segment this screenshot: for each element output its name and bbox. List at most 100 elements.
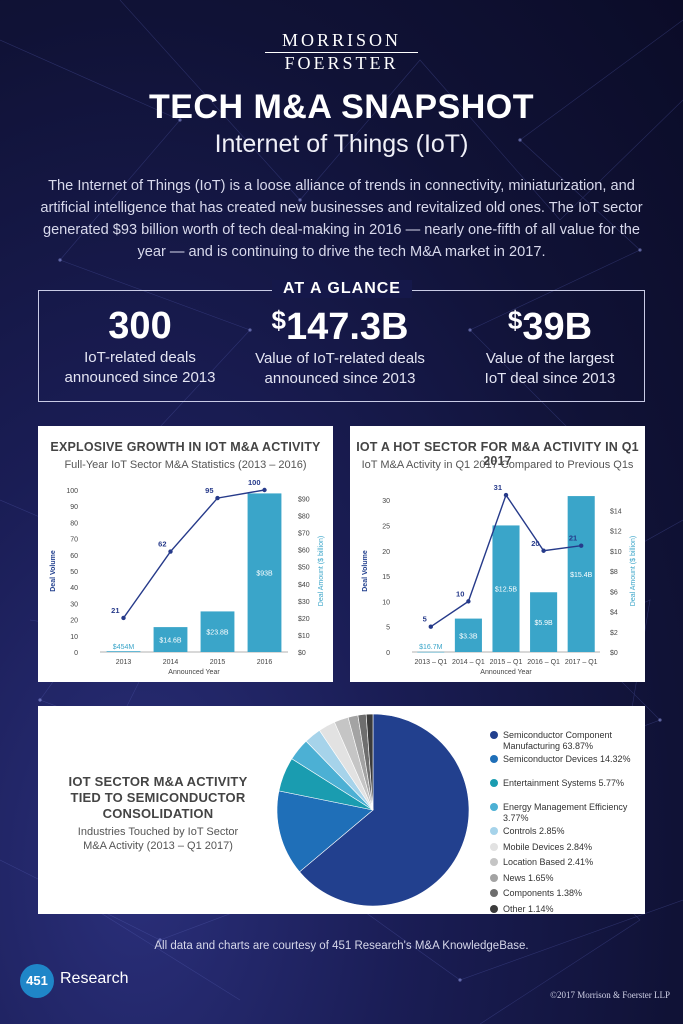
chart1-y-tick: 60 bbox=[70, 553, 78, 560]
page-title: TECH M&A SNAPSHOT bbox=[148, 88, 535, 126]
chart1-y2-tick: $70 bbox=[298, 531, 310, 538]
chart1-y2-tick: $20 bbox=[298, 616, 310, 623]
chart2-y2-tick: $6 bbox=[610, 589, 618, 596]
chart1-x-tick: 2014 bbox=[163, 659, 179, 666]
chart2-point-label: 20 bbox=[531, 539, 539, 548]
chart1-y-label: Deal Volume bbox=[50, 550, 57, 592]
chart2-x-tick: 2014 – Q1 bbox=[452, 659, 485, 666]
chart1-y-tick: 50 bbox=[70, 569, 78, 576]
chart2-title: IOT A HOT SECTOR FOR M&A ACTIVITY IN Q1 … bbox=[356, 440, 639, 468]
pie-slice bbox=[365, 713, 374, 811]
chart1-y-tick: 30 bbox=[70, 601, 78, 608]
pie-slice bbox=[276, 790, 374, 873]
stat-largest-label2: IoT deal since 2013 bbox=[484, 370, 616, 387]
chart1-y2-tick: $90 bbox=[298, 497, 310, 504]
chart2-bar-label: $3.3B bbox=[459, 633, 478, 640]
chart2-point bbox=[466, 599, 471, 604]
chart2-y-tick: 0 bbox=[386, 650, 390, 657]
legend-swatch bbox=[490, 803, 498, 811]
chart2-y2-tick: $12 bbox=[610, 529, 622, 536]
brand-divider bbox=[265, 52, 418, 53]
chart1-point-label: 62 bbox=[158, 540, 166, 549]
chart1-y2-tick: $10 bbox=[298, 633, 310, 640]
chart2-x-tick: 2013 – Q1 bbox=[414, 659, 447, 666]
chart1-x-label: Announced Year bbox=[168, 669, 220, 676]
legend-label: Energy Management Efficiency 3.77% bbox=[503, 802, 628, 823]
chart1-y2-label: Deal Amount ($ billion) bbox=[318, 536, 325, 606]
legend-label: Components 1.38% bbox=[503, 888, 583, 898]
stat-value-label1: Value of IoT-related deals bbox=[255, 350, 425, 367]
stat-deals: 300 IoT-related deals announced since 20… bbox=[45, 305, 235, 388]
copyright: ©2017 Morrison & Foerster LLP bbox=[550, 990, 670, 1000]
stat-largest-amount: 39B bbox=[522, 306, 593, 348]
legend-label: Controls 2.85% bbox=[503, 826, 565, 836]
stat-largest-label1: Value of the largest bbox=[485, 350, 615, 367]
chart1-point bbox=[168, 549, 173, 554]
legend-label: Other 1.14% bbox=[503, 903, 554, 914]
chart1-y-tick: 40 bbox=[70, 585, 78, 592]
stat-value-amount: 147.3B bbox=[285, 306, 409, 348]
research-logo-text: Research bbox=[60, 970, 129, 987]
chart1-y2-tick: $80 bbox=[298, 514, 310, 521]
chart2-point-label: 5 bbox=[423, 615, 427, 624]
chart3-title-line2: TIED TO SEMICONDUCTOR bbox=[70, 790, 246, 805]
legend-swatch bbox=[490, 858, 498, 866]
chart2-y2-tick: $2 bbox=[610, 630, 618, 637]
chart2-point-label: 21 bbox=[569, 534, 577, 543]
chart2-bar bbox=[454, 618, 482, 652]
chart1-y2-tick: $0 bbox=[298, 650, 306, 657]
chart1-bar bbox=[200, 611, 235, 652]
chart2-point bbox=[579, 543, 584, 548]
research-logo-mark: 451 bbox=[20, 964, 54, 998]
chart2-y2-tick: $8 bbox=[610, 569, 618, 576]
legend-label: Entertainment Systems 5.77% bbox=[503, 778, 625, 788]
brand-logo-line2: FOERSTER bbox=[284, 53, 399, 73]
legend-swatch bbox=[490, 904, 498, 913]
chart1-y-tick: 70 bbox=[70, 537, 78, 544]
chart1-bar-label: $23.8B bbox=[206, 630, 229, 637]
chart2-bar bbox=[530, 592, 558, 652]
chart1-bar-label: $14.6B bbox=[159, 638, 182, 645]
legend-swatch bbox=[490, 827, 498, 835]
chart3-sub-line1: Industries Touched by IoT Sector bbox=[77, 826, 239, 838]
chart1-x-tick: 2013 bbox=[116, 659, 132, 666]
chart2-y-tick: 5 bbox=[386, 625, 390, 632]
chart3-title-line1: IOT SECTOR M&A ACTIVITY bbox=[68, 774, 248, 789]
chart1-x-tick: 2015 bbox=[210, 659, 226, 666]
stat-value-currency: $ bbox=[271, 305, 286, 335]
chart2-y-tick: 10 bbox=[382, 599, 390, 606]
chart3-title-line3: CONSOLIDATION bbox=[102, 806, 214, 821]
chart2-point-label: 10 bbox=[456, 589, 464, 598]
chart1-y2-tick: $60 bbox=[298, 548, 310, 555]
chart2-point-label: 31 bbox=[494, 483, 502, 492]
chart2-y-label: Deal Volume bbox=[362, 550, 369, 592]
pie-legend: Semiconductor Component Manufacturing 63… bbox=[490, 730, 640, 914]
stat-deals-label2: announced since 2013 bbox=[64, 369, 216, 386]
chart1-y-tick: 80 bbox=[70, 520, 78, 527]
chart2-bar bbox=[492, 525, 520, 652]
chart1-bar bbox=[247, 493, 282, 652]
chart1-y-tick: 0 bbox=[74, 650, 78, 657]
chart1-bar bbox=[153, 627, 188, 652]
legend-swatch bbox=[490, 755, 498, 763]
chart1-y2-tick: $40 bbox=[298, 582, 310, 589]
chart2-x-tick: 2015 – Q1 bbox=[490, 659, 523, 666]
chart2-y-tick: 15 bbox=[382, 574, 390, 581]
legend-swatch bbox=[490, 873, 498, 882]
legend-swatch bbox=[490, 842, 498, 851]
legend-label: Location Based 2.41% bbox=[503, 857, 594, 867]
chart1-y-tick: 90 bbox=[70, 504, 78, 511]
chart2-svg: 0 5 10 15 20 25 30 $0 $2 $4 $6 $8 $10 $12 $14 Deal Volu… bbox=[362, 483, 637, 676]
brand-logo-line1: MORRISON bbox=[281, 30, 402, 50]
chart1-point bbox=[262, 487, 267, 493]
stat-deals-value: 300 bbox=[108, 305, 172, 347]
legend-label: Semiconductor Component Manufacturing 63… bbox=[503, 730, 613, 751]
chart2-y-tick: 30 bbox=[382, 498, 390, 505]
legend-swatch bbox=[490, 779, 498, 787]
chart1-y2-tick: $30 bbox=[298, 599, 310, 606]
chart2-subtitle: IoT M&A Activity in Q1 2017 Compared to … bbox=[361, 459, 634, 471]
chart1-point-label: 100 bbox=[248, 478, 261, 487]
stat-deals-label1: IoT-related deals bbox=[84, 349, 196, 366]
chart2-bar-label: $15.4B bbox=[570, 572, 593, 579]
chart1-x-tick: 2016 bbox=[257, 659, 273, 666]
